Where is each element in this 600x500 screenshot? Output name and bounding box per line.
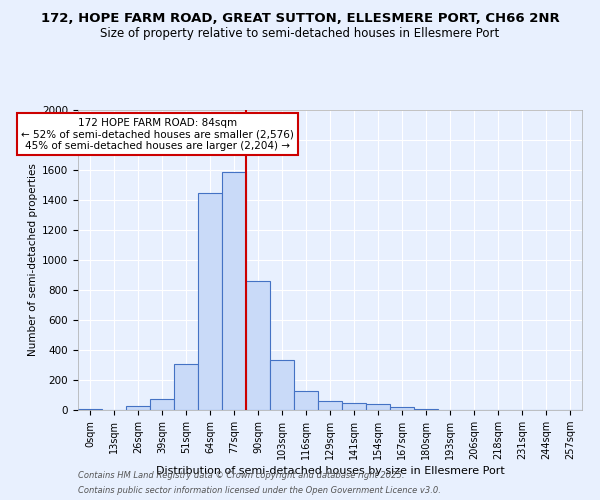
Bar [246, 281, 270, 410]
Bar [294, 391, 318, 410]
Bar [342, 402, 366, 410]
Bar [198, 192, 222, 410]
Text: Contains public sector information licensed under the Open Government Licence v3: Contains public sector information licen… [78, 486, 441, 495]
Bar [270, 360, 294, 410]
Bar [414, 409, 438, 410]
Text: 172 HOPE FARM ROAD: 84sqm
← 52% of semi-detached houses are smaller (2,576)
45% : 172 HOPE FARM ROAD: 84sqm ← 52% of semi-… [21, 118, 293, 150]
X-axis label: Distribution of semi-detached houses by size in Ellesmere Port: Distribution of semi-detached houses by … [155, 466, 505, 476]
Y-axis label: Number of semi-detached properties: Number of semi-detached properties [28, 164, 38, 356]
Bar [366, 404, 390, 410]
Text: Contains HM Land Registry data © Crown copyright and database right 2025.: Contains HM Land Registry data © Crown c… [78, 471, 404, 480]
Bar [126, 406, 150, 410]
Bar [150, 399, 174, 410]
Bar [318, 401, 342, 410]
Bar [78, 408, 102, 410]
Bar [222, 172, 246, 410]
Bar [390, 407, 414, 410]
Bar [174, 364, 198, 410]
Text: 172, HOPE FARM ROAD, GREAT SUTTON, ELLESMERE PORT, CH66 2NR: 172, HOPE FARM ROAD, GREAT SUTTON, ELLES… [41, 12, 559, 26]
Text: Size of property relative to semi-detached houses in Ellesmere Port: Size of property relative to semi-detach… [100, 28, 500, 40]
